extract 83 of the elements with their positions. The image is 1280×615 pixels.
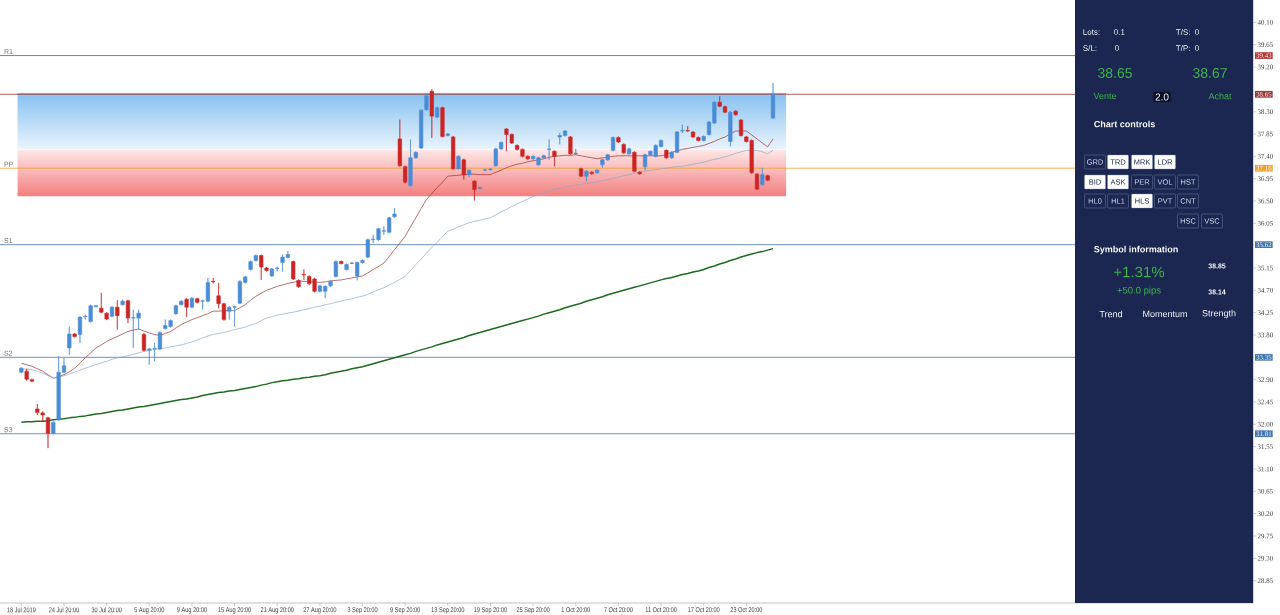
text: 0.1 [1114, 29, 1125, 35]
candlestick [104, 311, 109, 321]
candlestick [637, 170, 642, 175]
candlestick [552, 150, 557, 167]
candlestick [403, 165, 408, 184]
candlestick [611, 136, 616, 152]
candlestick [429, 89, 434, 139]
candlestick [440, 106, 445, 138]
text: 38.67 [1193, 68, 1227, 78]
candlestick [333, 260, 338, 278]
candlestick [173, 304, 178, 315]
candlestick [728, 110, 733, 147]
candlestick [701, 135, 706, 142]
candlestick [291, 260, 296, 281]
candlestick [120, 299, 125, 306]
candlestick [770, 82, 776, 120]
candlestick [451, 135, 456, 171]
text: S/L: [1083, 45, 1097, 51]
candlestick [339, 260, 344, 265]
candlestick [573, 148, 578, 156]
text: Chart controls [1094, 120, 1155, 128]
candlestick [589, 170, 594, 175]
candlestick [19, 366, 24, 374]
candlestick [125, 299, 131, 324]
candlestick [67, 326, 72, 356]
candlestick [211, 277, 216, 284]
text: Lots: [1083, 29, 1100, 35]
text: T/S: [1175, 29, 1190, 35]
candlestick [179, 299, 184, 306]
text: Symbol information [1094, 245, 1178, 255]
text: Vente [1093, 92, 1117, 100]
text: +1.31% [1114, 266, 1165, 278]
candlestick [733, 109, 738, 116]
candlestick [445, 132, 450, 137]
text: +50.0 pips [1117, 286, 1161, 296]
candlestick [664, 149, 669, 160]
candlestick [253, 254, 258, 262]
candlestick [472, 179, 477, 201]
candlestick [765, 174, 770, 182]
candlestick [195, 297, 200, 304]
candlestick [456, 155, 461, 171]
text: Achat [1208, 92, 1232, 100]
candlestick [621, 143, 626, 155]
text: Momentum [1143, 310, 1187, 318]
candlestick [754, 172, 760, 191]
candlestick [248, 260, 253, 271]
candlestick [141, 332, 147, 352]
candlestick [296, 279, 301, 289]
candlestick [616, 136, 621, 144]
text: 0 [1195, 29, 1199, 35]
text: Trend [1099, 310, 1123, 318]
text: 0 [1195, 45, 1199, 51]
candlestick [547, 139, 552, 161]
candlestick [184, 297, 189, 318]
text: T/P: [1175, 45, 1190, 51]
text: 0 [1115, 45, 1119, 51]
candlestick [72, 332, 77, 338]
candlestick [424, 93, 429, 111]
candlestick [344, 263, 349, 271]
text: 38.65 [1098, 68, 1132, 78]
candlestick [738, 118, 744, 137]
candlestick [568, 135, 573, 156]
candlestick [99, 292, 104, 314]
candlestick [584, 169, 589, 182]
candlestick [467, 168, 472, 178]
candlestick [301, 269, 306, 281]
candlestick [109, 305, 115, 318]
candlestick [579, 167, 584, 178]
text: 2.0 [1155, 93, 1169, 101]
candlestick [461, 158, 466, 180]
candlestick [595, 168, 600, 174]
text: Strength [1202, 309, 1236, 319]
candlestick [435, 106, 440, 119]
candlestick [632, 151, 637, 173]
candlestick [419, 108, 424, 150]
candlestick [760, 167, 765, 186]
candlestick [627, 147, 632, 156]
candlestick [477, 186, 482, 190]
candlestick [397, 119, 402, 168]
candlestick [45, 416, 51, 449]
candlestick [189, 296, 194, 309]
candlestick [115, 299, 120, 330]
candlestick [51, 421, 56, 435]
